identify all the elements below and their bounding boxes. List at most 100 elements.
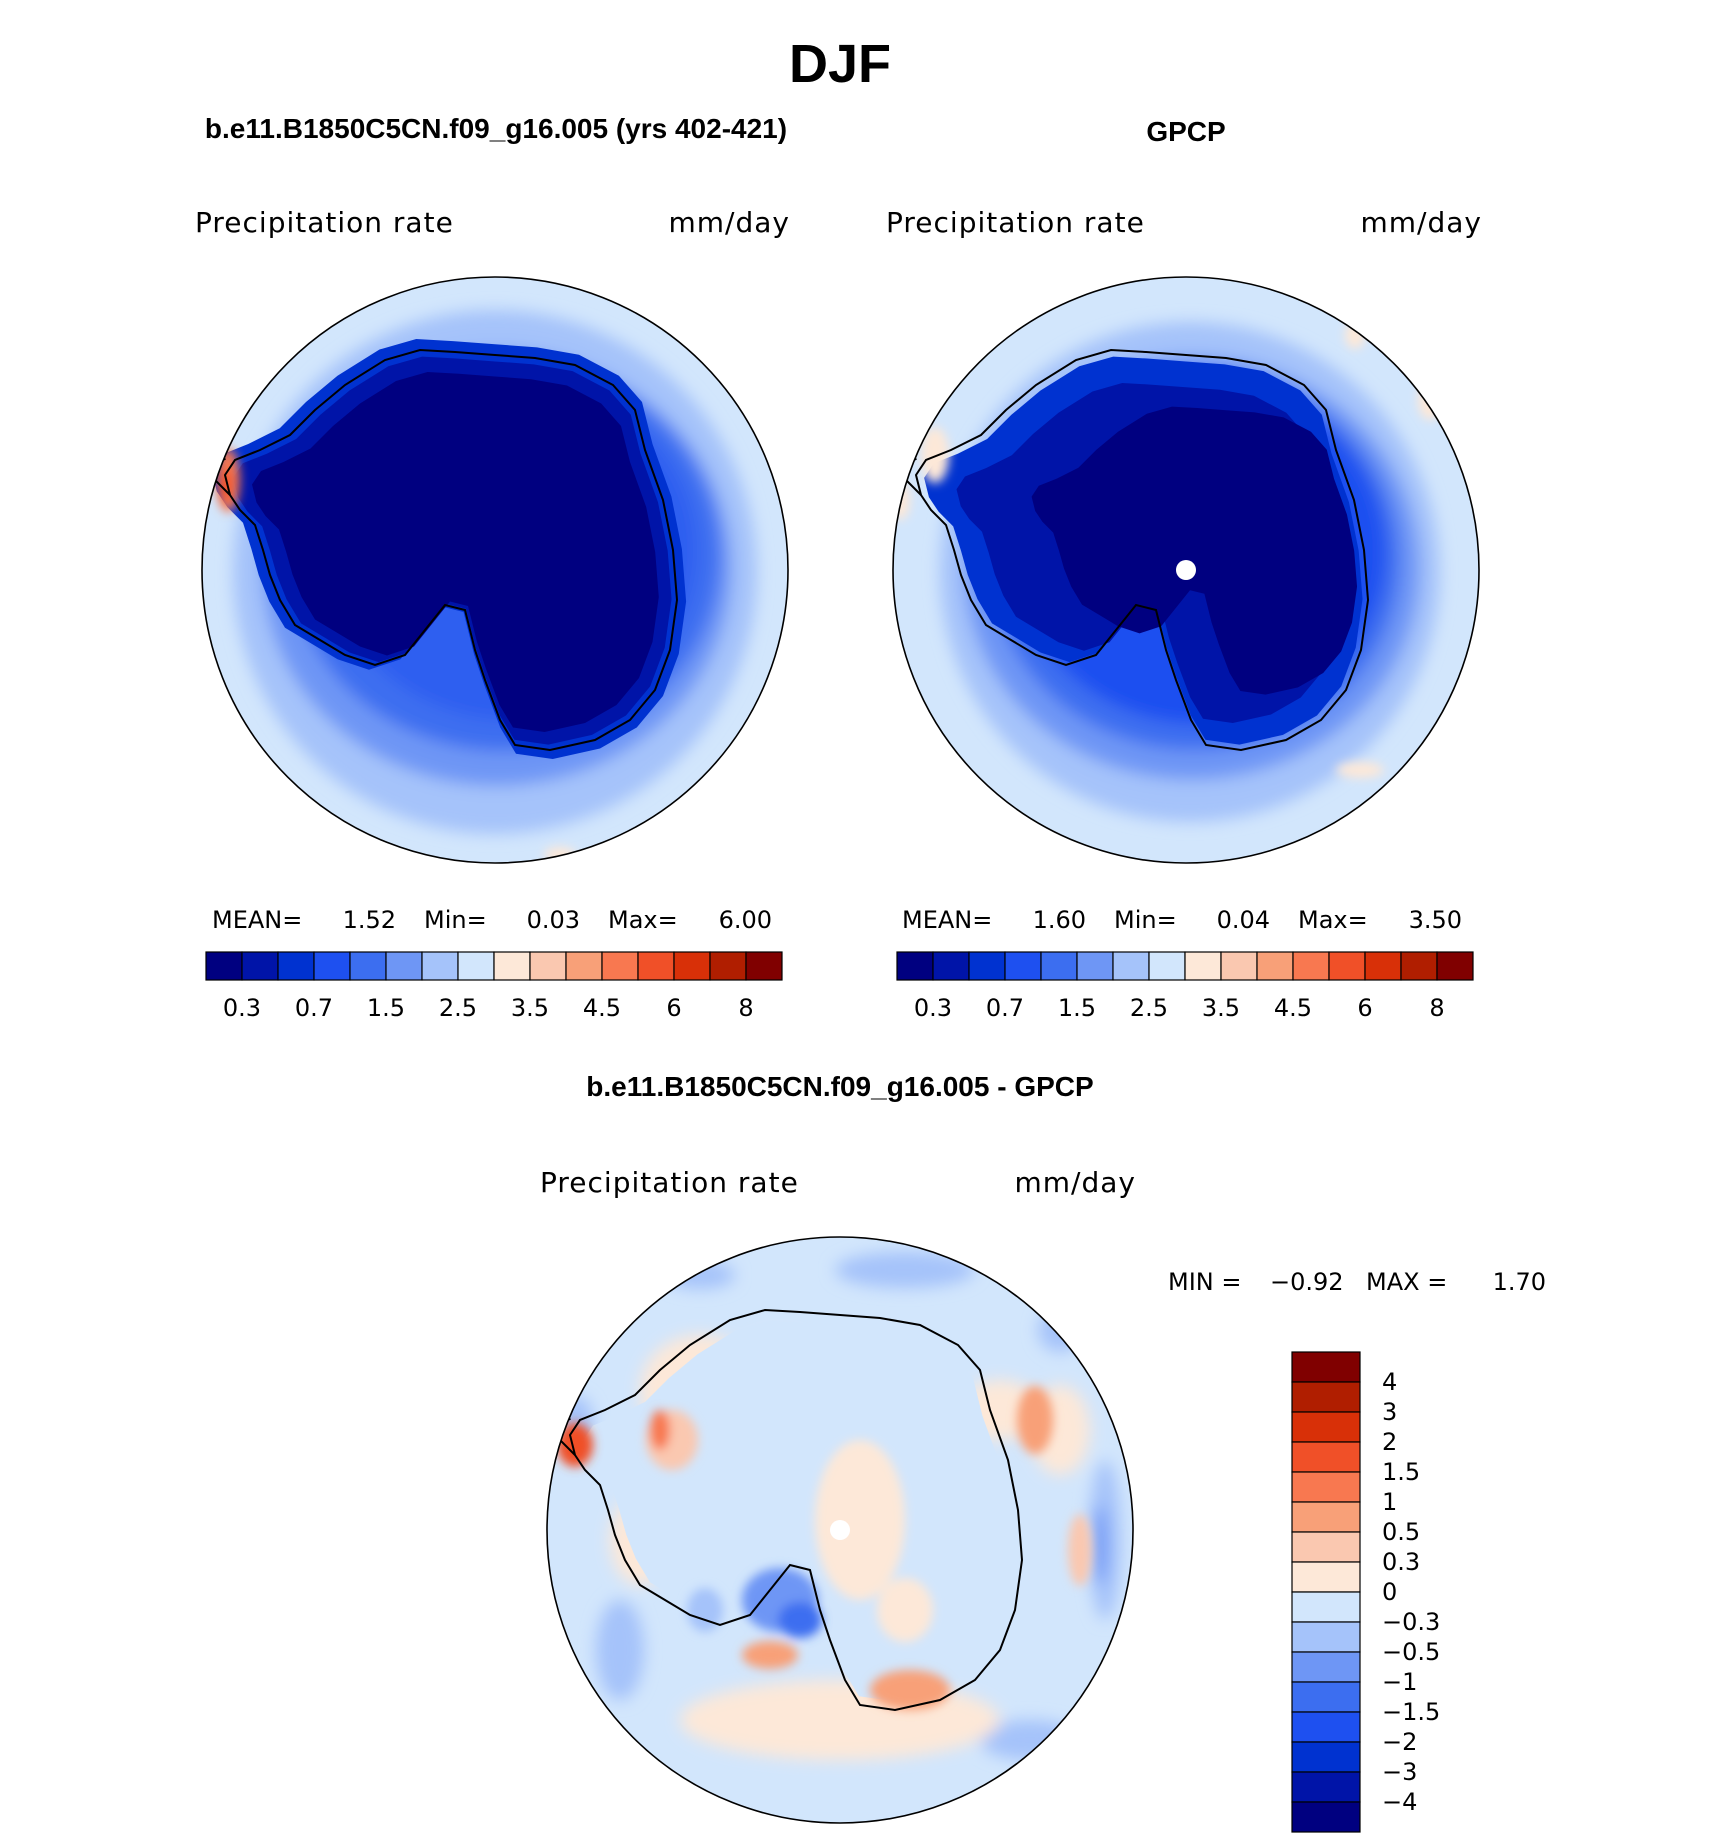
map-model <box>202 277 788 863</box>
colorbar-obs-swatch <box>1436 951 1474 981</box>
colorbar-obs-tick-label: 4.5 <box>1274 994 1312 1022</box>
colorbar-obs-swatch <box>1364 951 1402 981</box>
panel-diff-title: b.e11.B1850C5CN.f09_g16.005 - GPCP <box>586 1071 1093 1102</box>
panel-model-mean-label: MEAN= <box>212 906 302 934</box>
colorbar-diff-swatch <box>1291 1681 1361 1713</box>
colorbar-diff-tick-label: −0.5 <box>1382 1638 1440 1666</box>
panel-model-stats: MEAN= 1.52 Min= 0.03 Max= 6.00 <box>212 906 772 934</box>
colorbar-diff-swatch <box>1291 1381 1361 1413</box>
colorbar-diff-swatch <box>1291 1411 1361 1443</box>
colorbar-obs-swatch <box>896 951 934 981</box>
colorbar-model-swatch <box>421 951 459 981</box>
map-diff-pole-mask <box>830 1520 850 1540</box>
colorbar-model-tick-label: 6 <box>666 994 681 1022</box>
colorbar-obs-swatch <box>1004 951 1042 981</box>
panel-model-max-value: 6.00 <box>719 906 772 934</box>
colorbar-model-swatch <box>493 951 531 981</box>
colorbar-diff-tick-label: −1.5 <box>1382 1698 1440 1726</box>
colorbar-diff-tick-label: −4 <box>1382 1788 1417 1816</box>
colorbar-model-swatch <box>637 951 675 981</box>
colorbar-diff-tick-label: 0.3 <box>1382 1548 1420 1576</box>
panel-model-variable: Precipitation rate <box>195 206 454 239</box>
colorbar-model-swatch <box>277 951 315 981</box>
colorbar-obs-tick-label: 0.7 <box>986 994 1024 1022</box>
colorbar-diff-swatch <box>1291 1531 1361 1563</box>
colorbar-model-tick-label: 0.7 <box>295 994 333 1022</box>
colorbar-obs-swatch <box>1184 951 1222 981</box>
colorbar-model-swatch <box>349 951 387 981</box>
colorbar-model-swatch <box>709 951 747 981</box>
colorbar-model-swatch <box>673 951 711 981</box>
colorbar-model-swatch <box>313 951 351 981</box>
colorbar-diff-tick-label: 1.5 <box>1382 1458 1420 1486</box>
panel-obs: GPCP Precipitation rate mm/day <box>886 116 1483 1022</box>
colorbar-diff-swatch <box>1291 1561 1361 1593</box>
colorbar-model-swatch <box>205 951 243 981</box>
panel-obs-min-value: 0.04 <box>1217 906 1270 934</box>
colorbar-diff-tick-label: 3 <box>1382 1398 1397 1426</box>
map-obs-pole-mask <box>1176 560 1196 580</box>
panel-model-min-label: Min= <box>424 906 487 934</box>
colorbar-obs-swatch <box>968 951 1006 981</box>
colorbar-model-tick-label: 2.5 <box>439 994 477 1022</box>
panel-obs-min-label: Min= <box>1114 906 1177 934</box>
panel-model-max-label: Max= <box>608 906 678 934</box>
colorbar-diff-tick-label: −3 <box>1382 1758 1417 1786</box>
colorbar-diff-swatch <box>1291 1441 1361 1473</box>
panel-diff-min-label: MIN = <box>1168 1268 1241 1296</box>
colorbar-diff-swatch <box>1291 1591 1361 1623</box>
panel-obs-units: mm/day <box>1361 206 1483 239</box>
figure-title: DJF <box>789 34 891 94</box>
panel-diff-min-value: −0.92 <box>1270 1268 1344 1296</box>
panel-diff-max-value: 1.70 <box>1493 1268 1546 1296</box>
colorbar-diff-tick-label: −2 <box>1382 1728 1417 1756</box>
panel-model-mean-value: 1.52 <box>343 906 396 934</box>
colorbar-obs-swatch <box>1292 951 1330 981</box>
colorbar-diff-swatch <box>1291 1711 1361 1743</box>
colorbar-obs-swatch <box>1328 951 1366 981</box>
colorbar-obs-tick-label: 2.5 <box>1130 994 1168 1022</box>
colorbar-diff-tick-label: 0.5 <box>1382 1518 1420 1546</box>
colorbar-model-tick-label: 1.5 <box>367 994 405 1022</box>
panel-model-title: b.e11.B1850C5CN.f09_g16.005 (yrs 402-421… <box>205 113 787 144</box>
colorbar-diff-swatch <box>1291 1471 1361 1503</box>
colorbar-diff-tick-label: −0.3 <box>1382 1608 1440 1636</box>
colorbar-obs-tick-label: 3.5 <box>1202 994 1240 1022</box>
colorbar-diff-swatch <box>1291 1771 1361 1803</box>
colorbar-obs-tick-label: 1.5 <box>1058 994 1096 1022</box>
colorbar-obs-tick-label: 0.3 <box>914 994 952 1022</box>
colorbar-diff-swatch <box>1291 1501 1361 1533</box>
colorbar-obs-swatch <box>1040 951 1078 981</box>
colorbar-model-swatch <box>601 951 639 981</box>
colorbar-diff-tick-label: 2 <box>1382 1428 1397 1456</box>
colorbar-diff-swatch <box>1291 1621 1361 1653</box>
panel-diff-units: mm/day <box>1015 1166 1137 1199</box>
panel-model: b.e11.B1850C5CN.f09_g16.005 (yrs 402-421… <box>195 113 791 1022</box>
colorbar-obs-swatch <box>932 951 970 981</box>
colorbar-obs-tick-label: 8 <box>1429 994 1444 1022</box>
panel-obs-stats: MEAN= 1.60 Min= 0.04 Max= 3.50 <box>902 906 1462 934</box>
panel-obs-mean-value: 1.60 <box>1033 906 1086 934</box>
colorbar-diff-swatch <box>1291 1651 1361 1683</box>
panel-obs-mean-label: MEAN= <box>902 906 992 934</box>
colorbar-obs-swatch <box>1148 951 1186 981</box>
colorbar-diff-swatch <box>1291 1351 1361 1383</box>
panel-obs-variable: Precipitation rate <box>886 206 1145 239</box>
colorbar-obs-swatch <box>1220 951 1258 981</box>
colorbar-model-tick-label: 0.3 <box>223 994 261 1022</box>
colorbar-model-swatch <box>745 951 783 981</box>
colorbar-model-swatch <box>529 951 567 981</box>
colorbar-diff-tick-label: 4 <box>1382 1368 1397 1396</box>
colorbar-model-swatch <box>385 951 423 981</box>
colorbar-obs-swatch <box>1400 951 1438 981</box>
panel-diff-variable: Precipitation rate <box>540 1166 799 1199</box>
panel-model-units: mm/day <box>669 206 791 239</box>
colorbar-diff-tick-label: 0 <box>1382 1578 1397 1606</box>
colorbar-model-swatch <box>457 951 495 981</box>
panel-model-min-value: 0.03 <box>527 906 580 934</box>
map-diff <box>547 1237 1133 1823</box>
panel-obs-max-value: 3.50 <box>1409 906 1462 934</box>
panel-obs-title: GPCP <box>1146 116 1225 147</box>
